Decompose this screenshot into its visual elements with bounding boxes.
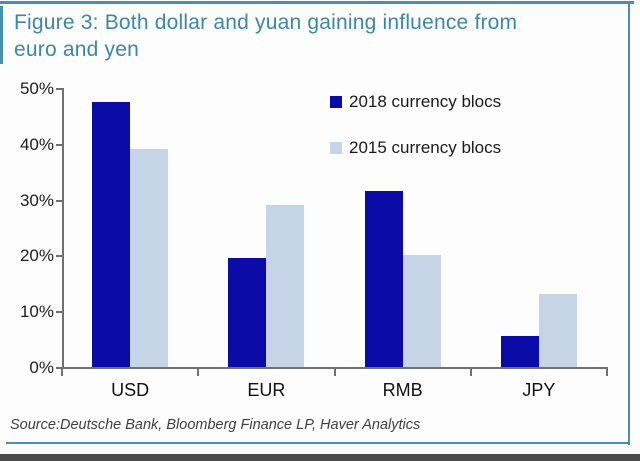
- y-axis-tick: [56, 88, 62, 90]
- bar-JPY-2015: [538, 294, 577, 367]
- y-axis-tick: [56, 367, 62, 369]
- frame-border-left: [0, 6, 3, 64]
- bar-JPY-2018: [500, 336, 539, 367]
- chart-title-line2: euro and yen: [14, 38, 139, 61]
- x-axis-category-label: RMB: [382, 380, 423, 400]
- legend-label-2015: 2015 currency blocs: [349, 138, 502, 157]
- frame-border-right: [628, 1, 630, 445]
- x-axis-category-label: EUR: [247, 380, 286, 400]
- x-axis-tick: [61, 369, 63, 376]
- y-axis-tick-label: 30%: [19, 190, 54, 210]
- x-axis-tick: [197, 369, 200, 376]
- bar-RMB-2015: [402, 255, 441, 367]
- y-axis-line: [62, 88, 64, 367]
- legend-entry-2018: 2018 currency blocs: [330, 92, 501, 112]
- x-axis-tick: [469, 369, 472, 376]
- bar-USD-2015: [130, 149, 169, 367]
- y-axis-tick: [56, 255, 62, 258]
- legend-swatch-2018-icon: [330, 96, 342, 108]
- y-axis-tick: [56, 143, 62, 146]
- chart-title: Figure 3: Both dollar and yuan gaining i…: [14, 9, 614, 63]
- x-axis-tick: [606, 369, 608, 376]
- y-axis-tick-label: 20%: [19, 246, 54, 266]
- legend-swatch-2015-icon: [330, 142, 342, 154]
- x-axis-category-label: USD: [111, 380, 150, 400]
- legend-label-2018: 2018 currency blocs: [349, 92, 502, 111]
- y-axis-tick: [56, 311, 62, 314]
- y-axis-tick-label: 50%: [19, 79, 54, 98]
- x-axis-category-label: JPY: [522, 380, 556, 400]
- x-axis-line: [62, 367, 608, 369]
- x-axis-tick: [333, 369, 336, 376]
- source-attribution: Source:Deutsche Bank, Bloomberg Finance …: [10, 417, 421, 433]
- bar-EUR-2015: [266, 205, 305, 367]
- legend-entry-2015: 2015 currency blocs: [330, 138, 501, 158]
- chart-legend: 2018 currency blocs 2015 currency blocs: [330, 92, 501, 184]
- y-axis-tick-label: 10%: [19, 302, 54, 322]
- bar-RMB-2018: [364, 191, 403, 367]
- y-axis-tick: [56, 199, 62, 202]
- y-axis-tick-label: 40%: [19, 134, 54, 154]
- frame-border-top: [0, 1, 634, 4]
- chart-title-line1: Figure 3: Both dollar and yuan gaining i…: [14, 11, 518, 34]
- y-axis-tick-label: 0%: [29, 358, 54, 377]
- frame-border-bottom: [6, 442, 629, 444]
- bottom-edge-strip: [0, 454, 640, 461]
- bar-USD-2018: [92, 101, 131, 367]
- bar-EUR-2018: [228, 258, 267, 367]
